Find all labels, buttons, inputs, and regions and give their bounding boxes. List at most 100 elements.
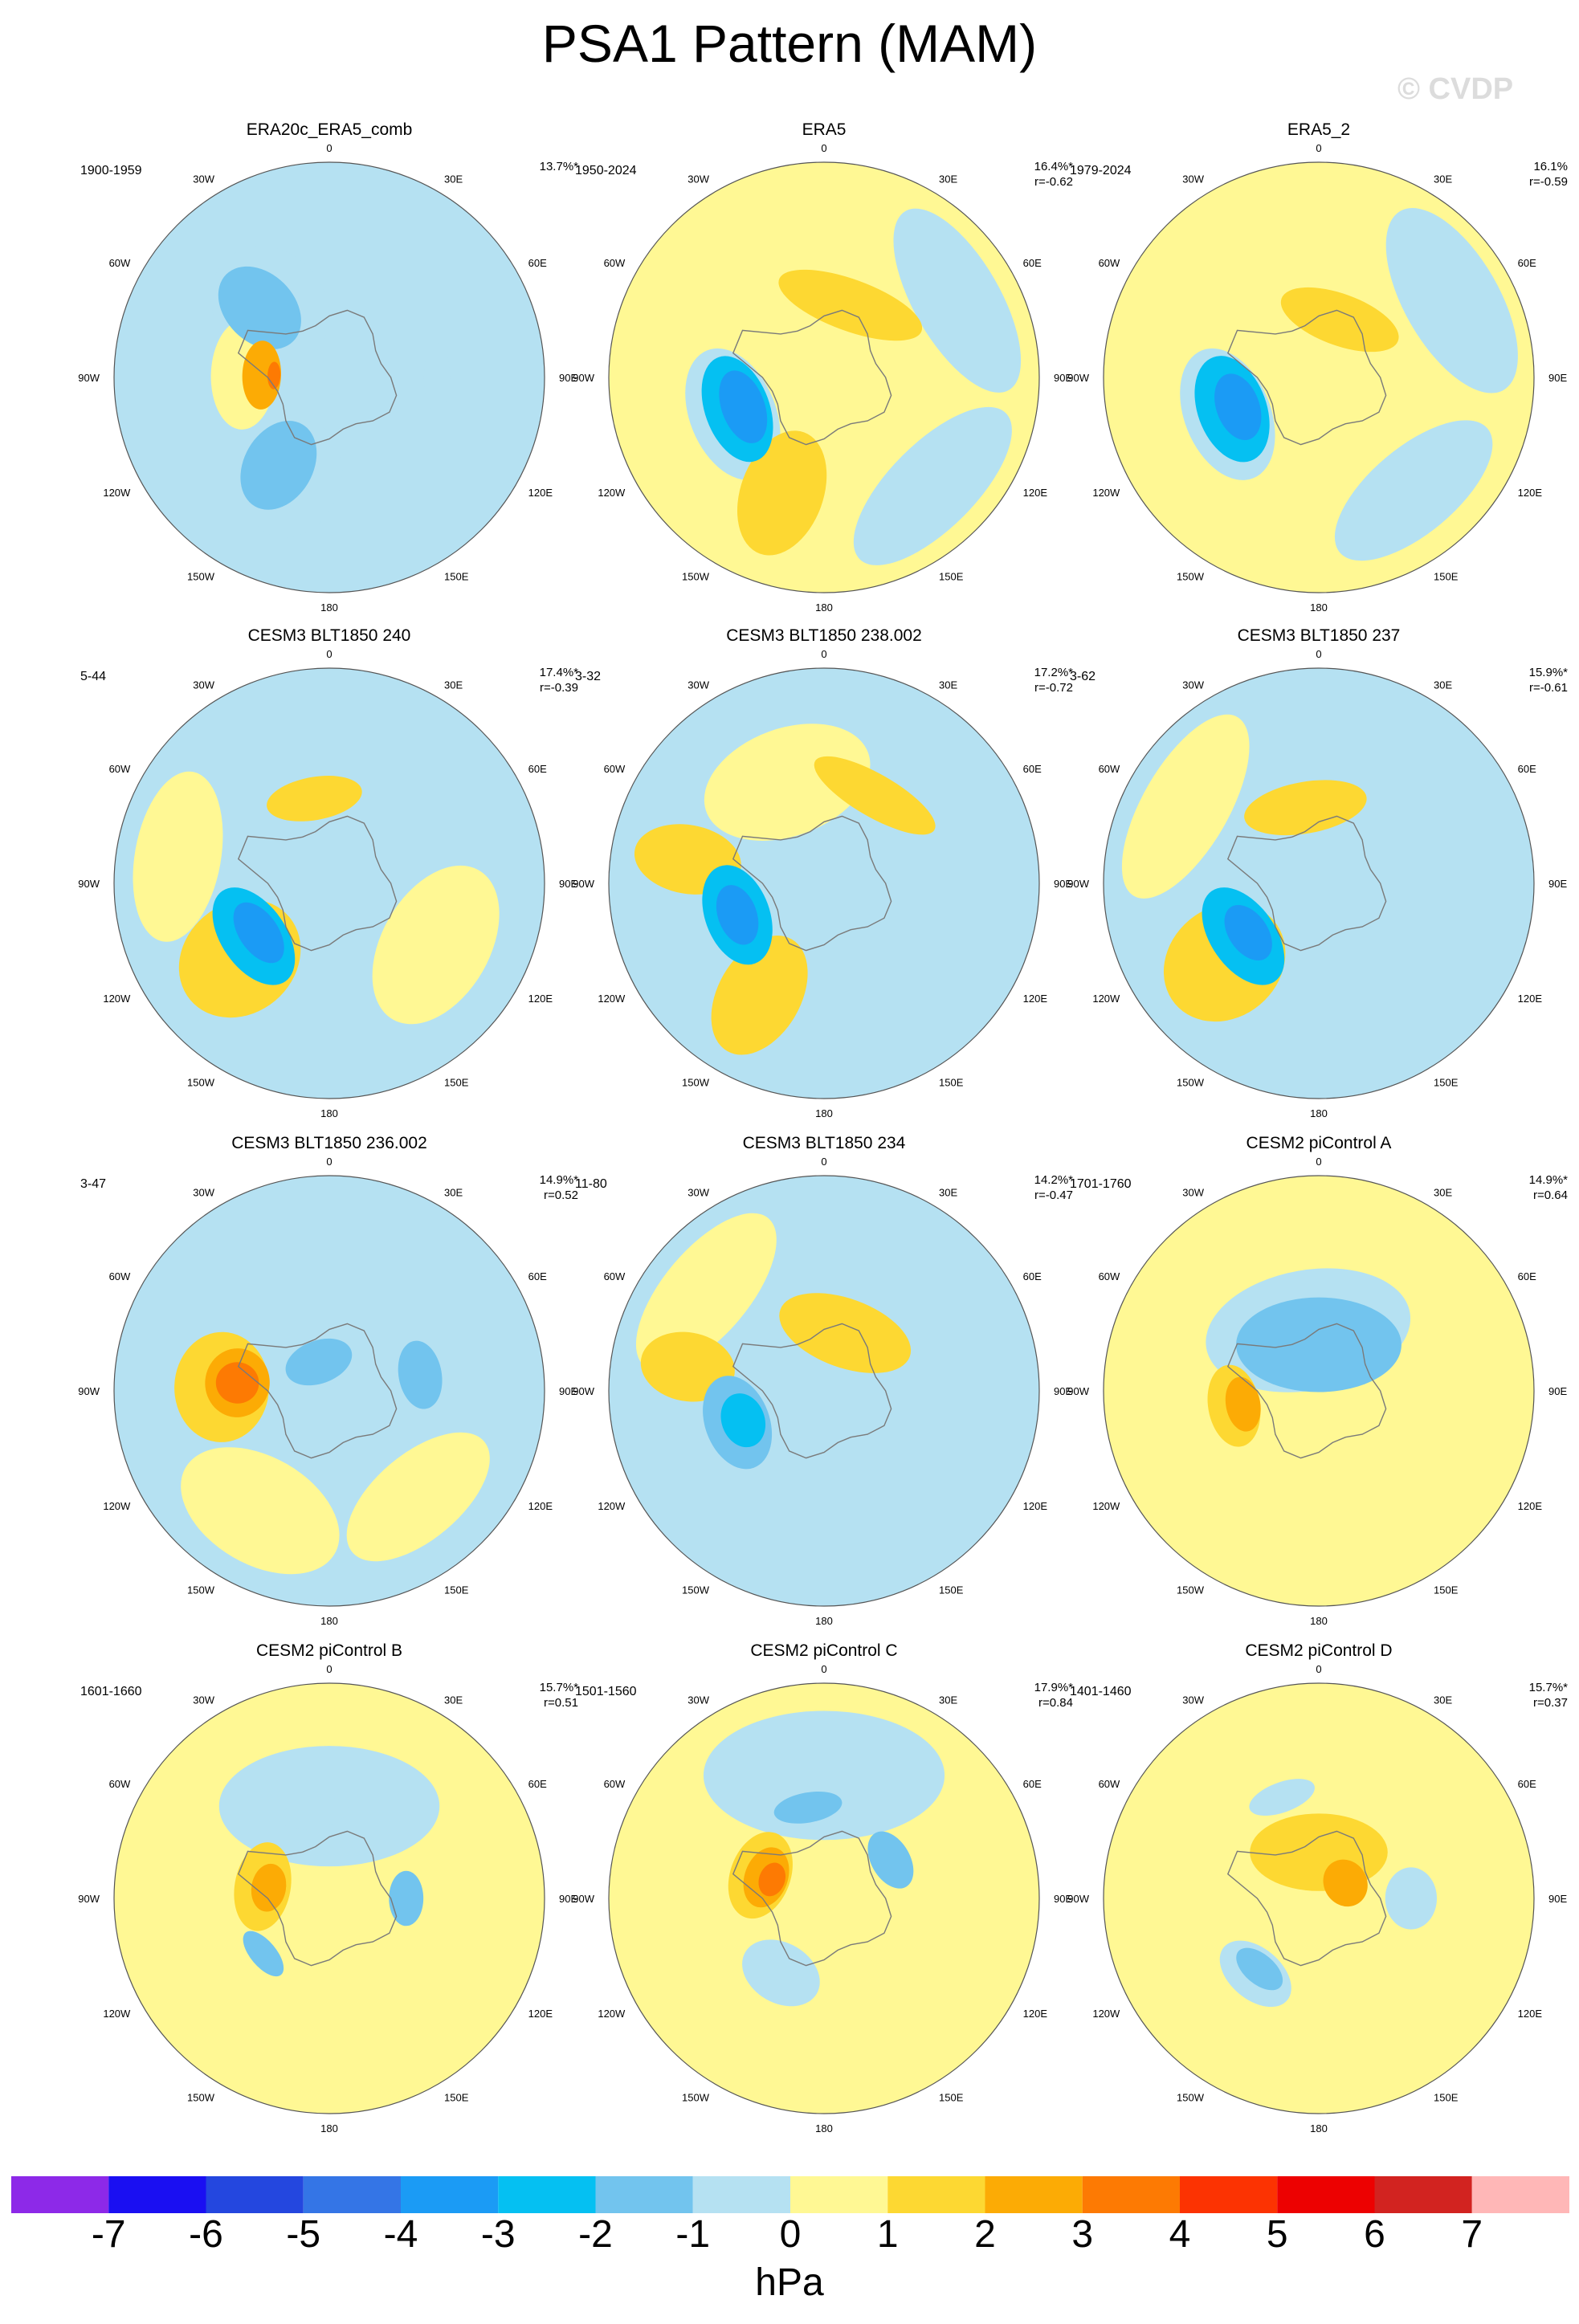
panel-years: 1501-1560 [575,1685,637,1698]
colorbar-bin [790,2176,888,2213]
lon-tick-label: 120W [1092,2008,1120,2020]
lon-tick-label: 120W [103,993,131,1005]
colorbar-bin [595,2176,693,2213]
panel-correlation: r=-0.72 [1034,681,1073,695]
lon-tick-label: 90E [1548,372,1567,384]
lon-tick-label: 150W [187,571,215,583]
anomaly-contour [243,1931,284,1977]
lon-tick-label: 180 [320,601,338,614]
panel-title: CESM3 BLT1850 234 [742,1134,906,1152]
lon-tick-label: 60E [1023,257,1042,269]
polar-map: 0 30E 60E 90E 120E 150E 180 150W 120W 90W 60W 30W [78,1663,577,2134]
panel-years: 3-62 [1070,670,1096,683]
lon-tick-label: 120E [1023,1500,1048,1512]
lon-tick-label: 0 [326,142,332,154]
lon-tick-label: 30W [687,679,709,691]
lon-tick-label: 0 [1316,142,1321,154]
lon-tick-label: 90W [78,372,100,384]
colorbar-ticks: -7 -6 -5 -4 -3 -2 -1 0 1 2 3 4 5 6 7 [0,2212,1579,2261]
field-background [114,162,545,593]
lon-tick-label: 30E [939,1694,957,1706]
watermark: © CVDP [1397,72,1514,106]
anomaly-contour [720,1393,766,1448]
lon-tick-label: 180 [815,601,833,614]
lon-tick-label: 60E [528,763,547,775]
colorbar-tick-label: -7 [91,2213,126,2256]
map-border [113,161,545,593]
lon-tick-label: 30W [1182,1694,1204,1706]
lon-tick-label: 120E [1518,2008,1543,2020]
map-panel: CESM2 piControl D 1401-1460 15.7%* r=0.37 0 3… [1067,1641,1568,2147]
anomaly-contour [1323,1859,1368,1907]
panel-stats: 16.1% r=-0.59 [1529,159,1568,190]
map-panel: ERA5_2 1979-2024 16.1% r=-0.59 0 30E 60E 90E 120… [1067,120,1568,626]
lon-tick-label: 90E [1054,878,1072,890]
anomaly-contour [1385,1867,1438,1930]
lon-tick-label: 150E [444,2092,469,2104]
lon-tick-label: 150E [1434,2092,1459,2104]
lon-tick-label: 60E [1518,1270,1536,1282]
anomaly-contour [215,1362,259,1404]
lon-tick-label: 60W [604,763,626,775]
coastline [732,309,892,446]
lon-tick-label: 120W [598,993,626,1005]
lon-tick-label: 150W [1177,1077,1205,1089]
colorbar-bin [1082,2176,1180,2213]
lon-tick-label: 0 [1316,1156,1321,1168]
lon-tick-label: 90W [1067,1893,1089,1905]
anomaly-contour [389,1870,424,1926]
anomaly-contour [1249,1779,1315,1816]
panel-years: 1601-1660 [80,1685,142,1698]
anomaly-contour [1214,373,1262,440]
lon-tick-label: 30W [193,679,214,691]
polar-map: 0 30E 60E 90E 120E 150E 180 150W 120W 90W 60W 30W [1067,1663,1567,2134]
colorbar-bin [1374,2176,1472,2213]
lon-tick-label: 60W [109,257,131,269]
lon-tick-label: 60W [1099,1270,1120,1282]
lon-tick-label: 60E [528,1270,547,1282]
lon-tick-label: 180 [1310,601,1328,614]
coastline [732,1830,892,1967]
lon-tick-label: 30E [444,679,463,691]
anomaly-contour [711,936,808,1055]
coastline [732,1323,892,1459]
anomaly-contour [1385,208,1518,393]
anomaly-contour [242,340,281,410]
polar-map: 0 30E 60E 90E 120E 150E 180 150W 120W 90W 60W 30W [573,1663,1072,2134]
lon-tick-label: 0 [821,142,826,154]
field-background [609,1176,1039,1606]
coastline [1226,1830,1387,1967]
lon-tick-label: 30W [687,1186,709,1198]
anomaly-contour [704,724,871,841]
anomaly-contour [218,266,301,349]
lon-tick-label: 60E [1518,257,1536,269]
map-border [608,667,1040,1099]
lon-tick-label: 150W [187,2092,215,2104]
lon-tick-label: 30E [444,173,463,185]
anomaly-contour [736,430,827,556]
polar-map: 0 30E 60E 90E 120E 150E 180 150W 120W 90W 60W 30W [78,1156,577,1627]
colorbar-bin [206,2176,304,2213]
colorbar-bin [108,2176,206,2213]
lon-tick-label: 30E [939,679,957,691]
map-border [1103,161,1535,593]
lon-tick-label: 180 [1310,2122,1328,2134]
coastline [237,1830,398,1967]
panel-correlation: r=-0.39 [540,681,578,695]
coastline [1226,1323,1387,1459]
panel-years: 1701-1760 [1070,1177,1132,1191]
field-background [114,1176,545,1606]
lon-tick-label: 120E [528,993,553,1005]
map-panel: CESM3 BLT1850 236.002 3-47 14.9%* r=0.52 0 30… [78,1134,578,1640]
polar-map: 0 30E 60E 90E 120E 150E 180 150W 120W 90W 60W 30W [1067,648,1567,1119]
map-panel: CESM3 BLT1850 238.002 3-32 17.2%* r=-0.72 0 3… [573,626,1073,1132]
map-border [113,1175,545,1607]
lon-tick-label: 150E [1434,571,1459,583]
colorbar-tick-label: 6 [1364,2213,1385,2256]
panel-title: ERA5 [802,120,847,139]
lon-tick-label: 180 [1310,1107,1328,1119]
anomaly-contour [267,776,362,822]
lon-tick-label: 60E [1518,1778,1536,1790]
anomaly-contour [398,1340,443,1409]
anomaly-contour [853,406,1012,565]
